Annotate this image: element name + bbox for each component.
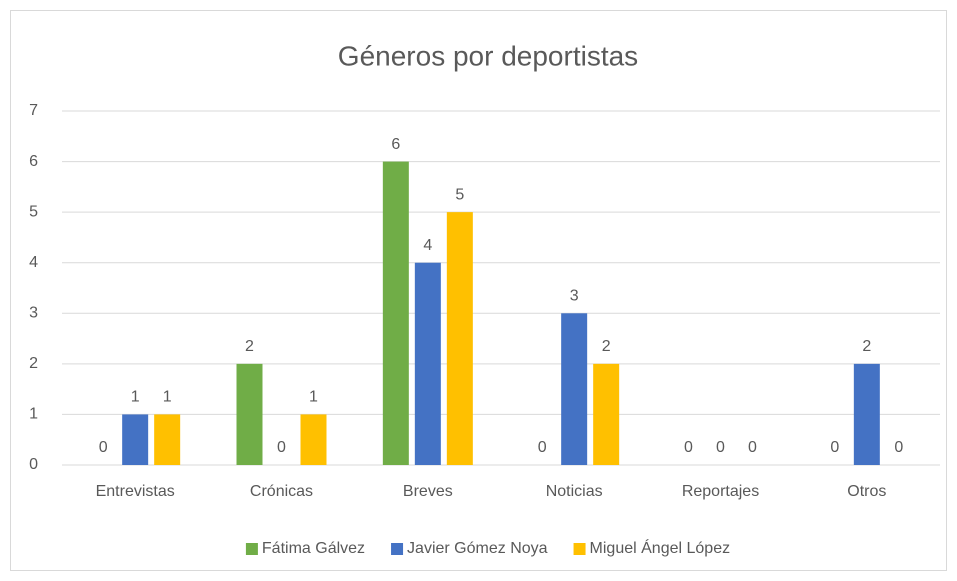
bar	[300, 414, 327, 465]
y-tick-label: 3	[29, 305, 38, 322]
bar	[593, 363, 620, 465]
bar	[853, 363, 880, 465]
y-tick-label: 4	[29, 254, 38, 271]
bar	[122, 414, 149, 465]
legend-swatch	[391, 543, 404, 555]
chart-border	[10, 10, 947, 571]
data-label: 0	[894, 439, 903, 456]
legend-label: Fátima Gálvez	[262, 540, 365, 557]
data-label: 0	[684, 439, 693, 456]
data-label: 2	[602, 338, 611, 355]
data-label: 0	[748, 439, 757, 456]
y-tick-label: 5	[29, 203, 38, 220]
data-label: 1	[131, 389, 140, 406]
x-tick-label: Crónicas	[250, 483, 313, 500]
data-label: 6	[391, 136, 400, 153]
data-label: 0	[830, 439, 839, 456]
bar	[446, 212, 473, 465]
data-label: 1	[309, 389, 318, 406]
y-tick-label: 6	[29, 153, 38, 170]
y-tick-label: 1	[29, 406, 38, 423]
data-label: 4	[423, 237, 432, 254]
y-tick-label: 7	[29, 102, 38, 119]
data-label: 2	[245, 338, 254, 355]
legend-label: Miguel Ángel López	[590, 538, 731, 557]
x-tick-label: Noticias	[546, 483, 603, 500]
y-tick-label: 0	[29, 456, 38, 473]
bar	[561, 313, 588, 465]
data-label: 0	[716, 439, 725, 456]
legend-label: Javier Gómez Noya	[407, 540, 548, 557]
x-tick-label: Entrevistas	[96, 483, 175, 500]
chart-title: Géneros por deportistas	[338, 40, 638, 71]
data-label: 5	[455, 186, 464, 203]
data-label: 1	[163, 389, 172, 406]
bar	[382, 161, 409, 466]
legend-swatch	[573, 543, 586, 555]
data-label: 3	[570, 288, 579, 305]
x-tick-label: Reportajes	[682, 483, 759, 500]
data-label: 0	[538, 439, 547, 456]
bar	[414, 262, 441, 465]
y-tick-label: 2	[29, 355, 38, 372]
x-tick-label: Otros	[847, 483, 886, 500]
data-label: 0	[277, 439, 286, 456]
bar	[236, 363, 263, 465]
bar	[154, 414, 181, 465]
data-label: 0	[99, 439, 108, 456]
data-label: 2	[862, 338, 871, 355]
x-tick-label: Breves	[403, 483, 453, 500]
legend-swatch	[245, 543, 258, 555]
